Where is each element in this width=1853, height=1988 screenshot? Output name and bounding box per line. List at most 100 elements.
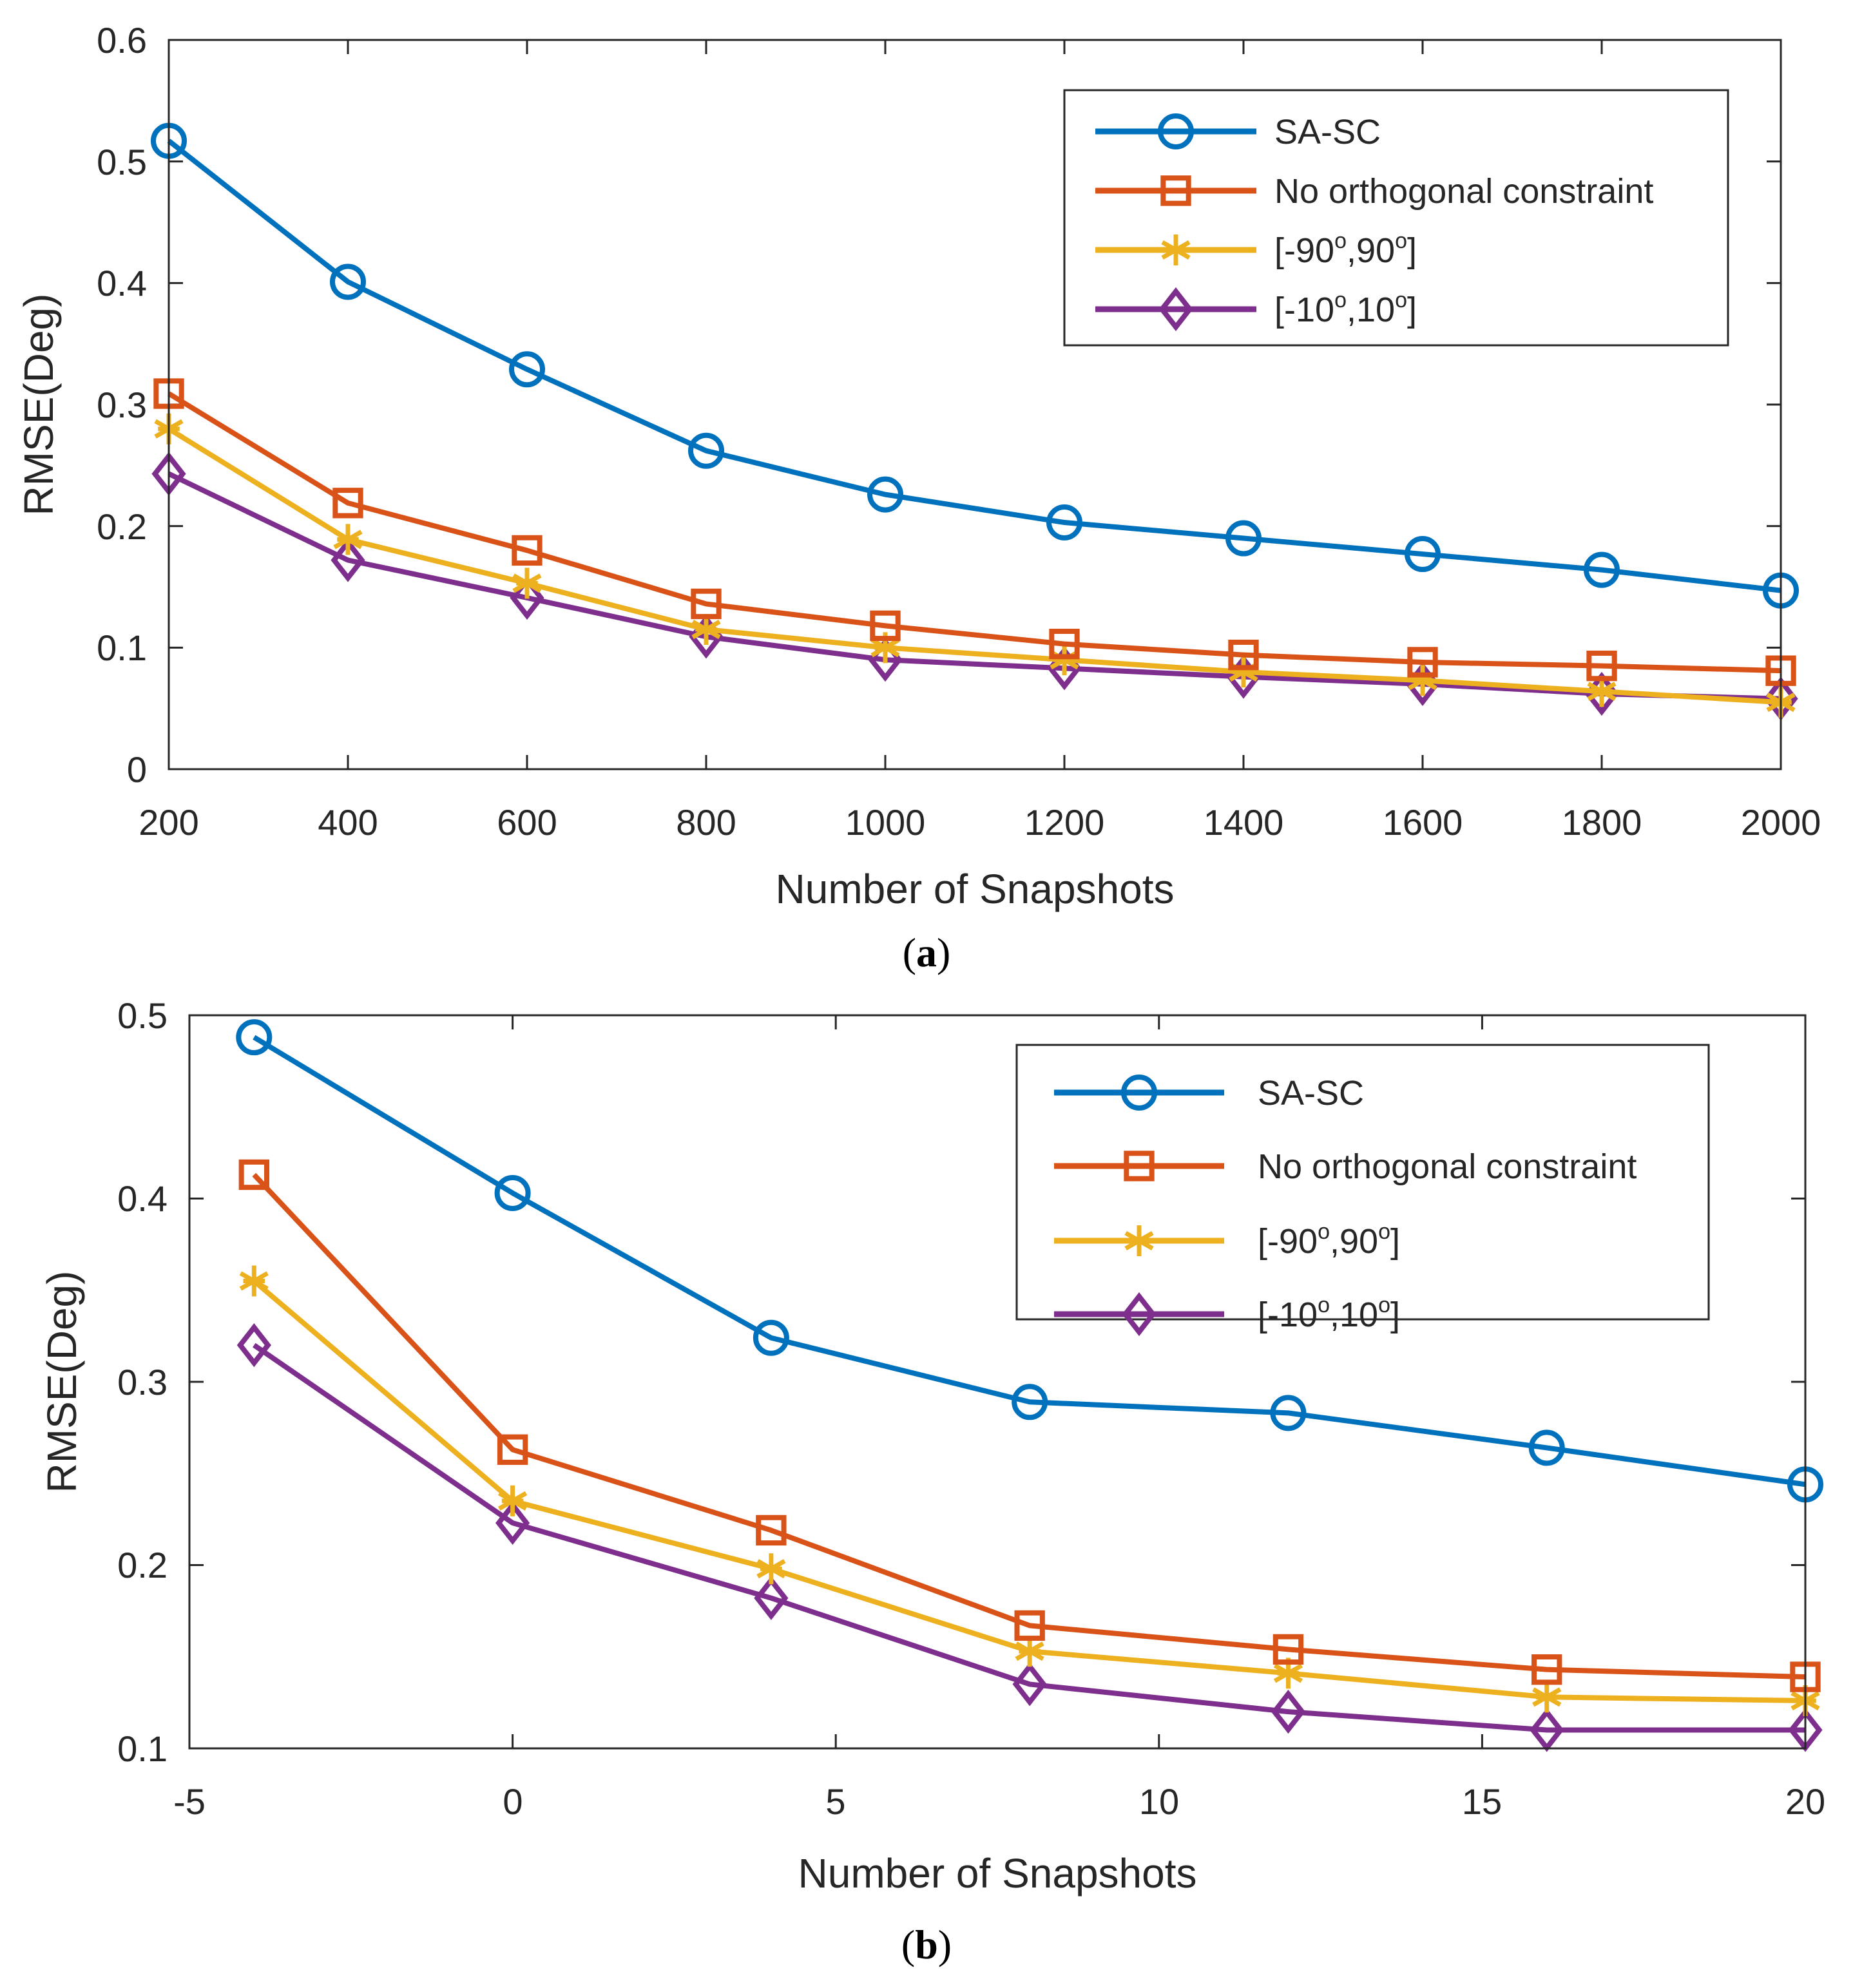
series-square — [238, 1159, 1821, 1692]
data-point — [756, 1515, 787, 1546]
data-point — [691, 588, 722, 620]
x-tick-label: 0 — [503, 1781, 523, 1822]
series-line — [168, 471, 1781, 702]
data-point — [236, 1323, 271, 1368]
legend-entry: No orthogonal constraint — [1054, 1147, 1637, 1186]
legend-label: SA-SC — [1258, 1074, 1364, 1113]
y-tick-label: 0.3 — [97, 385, 147, 425]
data-point — [330, 263, 366, 300]
data-point — [1012, 1384, 1048, 1420]
data-point — [1228, 639, 1259, 671]
data-point — [1272, 1634, 1304, 1665]
data-point — [332, 488, 363, 519]
legend-a: SA-SC No orthogonal constraint [-90o,90o… — [1063, 89, 1729, 347]
data-point — [331, 538, 365, 582]
y-tick-labels-a: 0 0.1 0.2 0.3 0.4 0.5 0.6 — [97, 20, 147, 790]
x-tick-label: 10 — [1139, 1781, 1179, 1822]
legend-marker-shape — [1124, 1225, 1154, 1256]
y-tick-label: 0.2 — [117, 1545, 168, 1585]
y-tick-labels-b: 0.1 0.2 0.3 0.4 0.5 — [117, 995, 168, 1769]
data-point — [1015, 1636, 1044, 1667]
legend-marker — [1158, 113, 1194, 149]
legend-entry: [-10o,10o] — [1095, 287, 1417, 332]
data-point — [495, 1500, 530, 1545]
x-tick-label: 2000 — [1741, 802, 1821, 843]
y-axis-title-b: RMSE(Deg) — [39, 1271, 85, 1493]
legend-entry: SA-SC — [1095, 113, 1381, 151]
data-point — [1014, 1610, 1045, 1641]
legend-marker-shape — [1158, 287, 1193, 332]
data-point — [510, 575, 544, 620]
data-point — [497, 1485, 528, 1516]
series-line — [167, 426, 1781, 705]
y-tick-label: 0.3 — [117, 1362, 168, 1402]
x-tick-label: 400 — [318, 802, 378, 843]
x-tick-label: 5 — [825, 1781, 845, 1822]
legend-marker — [1160, 175, 1191, 206]
data-point — [870, 610, 901, 642]
panel-b: -5 0 5 10 15 20 0.1 0.2 0.3 0.4 0.5 Numb… — [39, 995, 1825, 1967]
data-point — [512, 568, 542, 599]
series-line — [252, 1172, 1806, 1680]
x-tick-label: 1200 — [1024, 802, 1105, 843]
legend-label: SA-SC — [1274, 113, 1381, 151]
series-line — [253, 1035, 1806, 1487]
legend-entry: No orthogonal constraint — [1095, 172, 1653, 211]
data-point — [1270, 1395, 1307, 1431]
legend-entry: [-10o,10o] — [1054, 1292, 1400, 1337]
y-tick-label: 0.5 — [97, 142, 147, 182]
x-axis-title-a: Number of Snapshots — [776, 866, 1175, 912]
data-point — [753, 1319, 789, 1356]
legend-marker — [1122, 1292, 1157, 1337]
x-tick-label: 1000 — [845, 802, 926, 843]
y-tick-label: 0.1 — [117, 1728, 168, 1769]
panel-a: 200 400 600 800 1000 1200 1400 1600 1800… — [15, 20, 1821, 975]
x-tick-label: 800 — [676, 802, 736, 843]
series-line — [167, 139, 1781, 593]
y-axis-title-a: RMSE(Deg) — [15, 294, 62, 516]
legend-marker-shape — [1161, 234, 1191, 265]
legend-label: [-90o,90o] — [1274, 229, 1417, 270]
legend-label: [-10o,10o] — [1274, 288, 1417, 329]
x-tick-label: 15 — [1462, 1781, 1502, 1822]
x-tick-label: 20 — [1785, 1781, 1825, 1822]
x-tick-label: -5 — [173, 1781, 206, 1822]
legend-label: [-10o,10o] — [1258, 1293, 1400, 1334]
x-tick-label: 1400 — [1204, 802, 1284, 843]
data-point — [1049, 628, 1080, 660]
legend-marker — [1161, 234, 1191, 265]
legend-entry: [-90o,90o] — [1054, 1219, 1400, 1261]
plot-box-b — [188, 1014, 1807, 1750]
data-point — [333, 524, 363, 555]
legend-marker-shape — [1158, 113, 1194, 149]
plot-box-a — [168, 39, 1782, 770]
x-tick-label: 200 — [139, 802, 198, 843]
data-point — [494, 1174, 531, 1211]
legend-marker-shape — [1122, 1292, 1157, 1337]
x-tick-label: 600 — [497, 802, 557, 843]
data-point — [1405, 536, 1441, 573]
data-point — [239, 1265, 269, 1297]
legend-entry: SA-SC — [1054, 1074, 1364, 1113]
data-point — [1528, 1429, 1565, 1466]
data-point — [688, 432, 724, 469]
legend-label: [-90o,90o] — [1258, 1219, 1400, 1261]
legend-marker-shape — [1160, 175, 1191, 206]
y-tick-label: 0.6 — [97, 20, 147, 61]
data-point — [1584, 551, 1620, 588]
data-point — [1225, 520, 1262, 557]
y-tick-label: 0.4 — [97, 263, 147, 303]
series-line — [167, 391, 1781, 674]
legend-entry: [-90o,90o] — [1095, 229, 1417, 270]
y-tick-label: 0.1 — [97, 627, 147, 668]
data-point — [756, 1553, 786, 1585]
series-diamond — [236, 1323, 1823, 1752]
x-tick-labels-a: 200 400 600 800 1000 1200 1400 1600 1800… — [139, 802, 1821, 843]
data-point — [509, 351, 545, 388]
y-tick-label: 0.4 — [117, 1178, 168, 1219]
legend-marker-shape — [1124, 1151, 1155, 1181]
legend-b: SA-SC No orthogonal constraint [-90o,90o… — [1015, 1044, 1710, 1337]
data-point — [512, 535, 542, 566]
series-circle — [151, 122, 1799, 609]
